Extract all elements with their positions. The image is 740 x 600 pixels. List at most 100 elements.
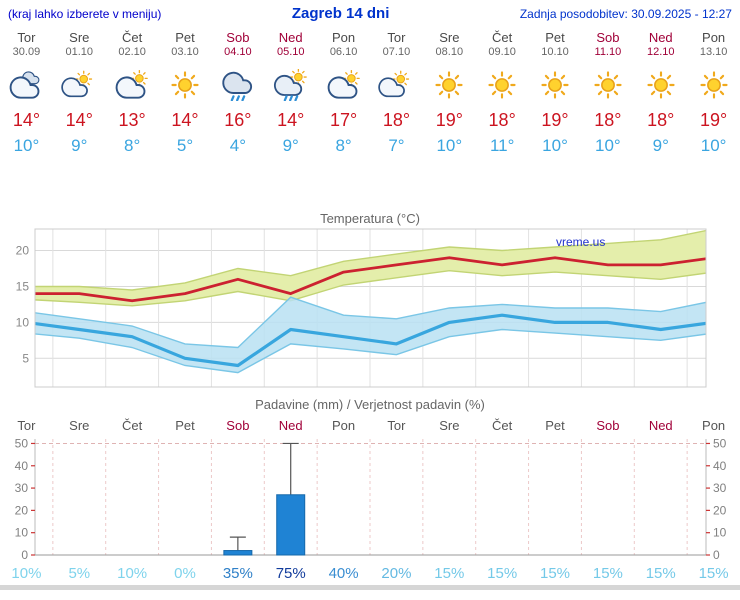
day-date: 08.10 [435, 46, 464, 58]
day-column[interactable]: Ned 05.10 14° 9° [264, 30, 317, 157]
day-column[interactable]: Tor 07.10 18° 7° [370, 30, 423, 157]
precip-day-label: Pon [702, 418, 726, 433]
day-date: 10.10 [541, 46, 569, 58]
sunny-icon [476, 69, 529, 103]
day-name: Ned [648, 30, 673, 45]
precip-probability-row: 10% 5% 10% 0% 35% 75% 40% 20% 15% 15% 15% 15% 15% 15% [0, 565, 740, 583]
min-temperature: 7° [388, 136, 405, 155]
day-column[interactable]: Tor 30.09 14° 10° [0, 30, 53, 157]
day-date: 04.10 [224, 46, 252, 58]
mostly-cloudy-icon [317, 69, 370, 103]
svg-text:20: 20 [15, 503, 29, 517]
day-column[interactable]: Pet 03.10 14° 5° [159, 30, 212, 157]
max-temperature: 16° [224, 110, 252, 130]
day-column[interactable]: Sre 01.10 14° 9° [53, 30, 106, 157]
precip-day-label: Čet [122, 418, 143, 433]
precip-probability: 35% [222, 565, 253, 582]
precip-probability: 10% [117, 565, 148, 582]
svg-text:15: 15 [16, 279, 30, 293]
sunny-icon [687, 69, 740, 103]
precip-probability: 10% [11, 565, 42, 582]
watermark: vreme.us [556, 235, 606, 249]
svg-text:0: 0 [21, 548, 28, 562]
svg-text:20: 20 [713, 503, 727, 517]
day-column[interactable]: Čet 09.10 18° 11° [476, 30, 529, 157]
day-date: 30.09 [12, 46, 41, 58]
min-temperature: 4° [229, 136, 246, 155]
precip-probability: 15% [487, 565, 518, 582]
day-column[interactable]: Ned 12.10 18° 9° [634, 30, 687, 157]
sunny-icon [581, 69, 634, 103]
day-date: 05.10 [276, 46, 305, 58]
day-date: 13.10 [699, 46, 728, 58]
min-temperature: 9° [282, 136, 299, 155]
temperature-chart-title: Temperatura (°C) [320, 211, 420, 226]
menu-hint: (kraj lahko izberete v meniju) [8, 7, 162, 21]
precip-probability: 15% [540, 565, 571, 582]
precip-day-label: Tor [387, 418, 406, 433]
page-header: (kraj lahko izberete v meniju) Zagreb 14… [0, 0, 740, 22]
precip-probability: 0% [174, 565, 196, 582]
sunny-icon [634, 69, 687, 103]
precip-probability: 75% [275, 565, 306, 582]
partly-cloudy-icon [370, 69, 423, 103]
day-column[interactable]: Pon 13.10 19° 10° [687, 30, 740, 157]
max-temperature: 14° [277, 110, 305, 130]
precipitation-chart-title: Padavine (mm) / Verjetnost padavin (%) [255, 397, 485, 412]
precip-probability: 15% [698, 565, 729, 582]
day-date: 09.10 [488, 46, 516, 58]
sunny-icon [159, 69, 212, 103]
svg-text:10: 10 [16, 315, 30, 329]
max-temperature: 19° [541, 110, 569, 130]
svg-text:40: 40 [15, 459, 29, 473]
day-column[interactable]: Sre 08.10 19° 10° [423, 30, 476, 157]
min-temperature: 9° [71, 136, 88, 155]
day-name: Pon [332, 30, 356, 45]
day-date: 06.10 [329, 46, 358, 58]
day-name: Pet [545, 30, 565, 45]
day-column[interactable]: Čet 02.10 13° 8° [106, 30, 159, 157]
precip-day-label: Sre [439, 418, 460, 433]
svg-text:10: 10 [713, 526, 727, 540]
day-date: 12.10 [646, 46, 675, 58]
precip-probability: 15% [434, 565, 465, 582]
horizontal-scrollbar[interactable] [0, 585, 740, 590]
day-name: Ned [278, 30, 303, 45]
precip-probability: 40% [328, 565, 359, 582]
day-name: Sre [69, 30, 90, 45]
day-name: Sob [596, 30, 620, 45]
min-temperature: 10° [542, 136, 568, 155]
sunny-icon [529, 69, 582, 103]
svg-text:40: 40 [713, 459, 727, 473]
temperature-chart: 5 10 15 20 [16, 228, 707, 388]
svg-text:5: 5 [22, 351, 29, 365]
mostly-cloudy-icon [106, 69, 159, 103]
day-column[interactable]: Sob 04.10 16° 4° [211, 30, 264, 157]
day-column[interactable]: Pet 10.10 19° 10° [529, 30, 582, 157]
min-temperature: 10° [700, 136, 727, 155]
day-date: 02.10 [118, 46, 146, 58]
max-temperature: 13° [118, 110, 146, 130]
day-name: Pet [175, 30, 195, 45]
day-date: 03.10 [171, 46, 199, 58]
day-name: Sre [439, 30, 460, 45]
day-column[interactable]: Pon 06.10 17° 8° [317, 30, 370, 157]
day-column[interactable]: Sob 11.10 18° 10° [581, 30, 634, 157]
day-name: Čet [122, 30, 143, 45]
precip-day-label: Pon [332, 418, 356, 433]
svg-text:10: 10 [15, 526, 29, 540]
max-temperature: 18° [382, 110, 411, 130]
day-name: Tor [17, 30, 36, 45]
partly-cloudy-icon [53, 69, 106, 103]
precip-probability: 15% [592, 565, 623, 582]
forecast-days-row: Tor 30.09 14° 10° Sre 01.10 14° 9° Čet 02.10 13° 8°… [0, 30, 740, 157]
precip-day-label: Sob [596, 418, 620, 433]
precipitation-chart: 0 0 10 10 20 20 30 30 40 40 50 50 [15, 436, 727, 562]
sunny-icon [423, 69, 476, 103]
min-temperature: 11° [489, 136, 515, 155]
precip-probability: 15% [645, 565, 676, 582]
max-temperature: 19° [699, 110, 728, 130]
min-temperature: 8° [124, 136, 141, 155]
max-temperature: 18° [488, 110, 516, 130]
page-title: Zagreb 14 dni [291, 5, 390, 22]
